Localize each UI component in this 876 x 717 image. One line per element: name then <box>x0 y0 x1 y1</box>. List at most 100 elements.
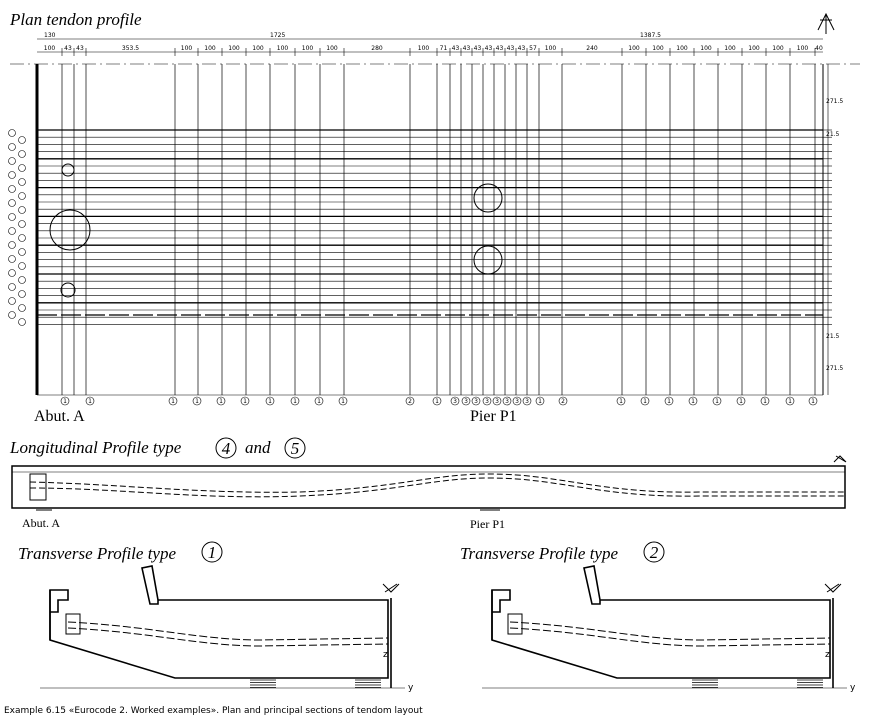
tendon-marker <box>8 213 16 221</box>
label-circle <box>60 396 70 406</box>
tendon-label: 1 <box>763 398 767 405</box>
label: Pier P1 <box>470 517 505 531</box>
tendon-label: 1 <box>88 398 92 405</box>
dim: 71 <box>440 45 448 52</box>
tendon-label: 3 <box>485 398 489 405</box>
tendon-marker <box>18 164 26 172</box>
tendon-marker <box>18 248 26 256</box>
tendon-label: 1 <box>691 398 695 405</box>
north-arrow <box>824 583 842 593</box>
transverse-sections: Transverse Profile type 1 z y Transverse Pro… <box>18 541 856 693</box>
plan-lines <box>8 64 832 395</box>
tendon-label: 1 <box>341 398 345 405</box>
tendon-label: 1 <box>667 398 671 405</box>
dim: 100 <box>700 45 712 52</box>
joiner: and <box>245 438 271 457</box>
tendon-label: 1 <box>195 398 199 405</box>
tendon-marker <box>8 227 16 235</box>
tendon-label: 3 <box>474 398 478 405</box>
dim: 1387.5 <box>640 32 661 39</box>
dim: 100 <box>181 45 193 52</box>
tendon <box>509 627 831 647</box>
circle <box>201 541 223 563</box>
tendon-marker <box>8 129 16 137</box>
segment-dims: 100 43 43 353.5 100 100 100 100 100 100 100 280 100 7… <box>44 45 823 56</box>
label-circle <box>192 396 202 406</box>
tendon-marker <box>8 171 16 179</box>
dim: 100 <box>228 45 240 52</box>
tendon-label: 3 <box>453 398 457 405</box>
anchor-detail <box>473 245 503 275</box>
label-circle <box>450 396 460 406</box>
tendon-marker <box>18 276 26 284</box>
tendon-label: 1 <box>63 398 67 405</box>
dim: 100 <box>748 45 760 52</box>
tendon <box>509 621 831 641</box>
tendon-label: 1 <box>268 398 272 405</box>
tendon-label: 3 <box>464 398 468 405</box>
label-circle <box>240 396 250 406</box>
tendon-label: 1 <box>715 398 719 405</box>
tendon-label: 1 <box>788 398 792 405</box>
north-arrow <box>833 455 847 463</box>
tendon-label: 1 <box>619 398 623 405</box>
dim: 57 <box>529 45 537 52</box>
tendon-marker <box>8 269 16 277</box>
tendon-label: 1 <box>243 398 247 405</box>
outline <box>49 565 389 679</box>
dim: 100 <box>772 45 784 52</box>
label-circle <box>482 396 492 406</box>
dim: 100 <box>797 45 809 52</box>
dim: 100 <box>545 45 557 52</box>
anchor <box>29 473 47 501</box>
label-circle <box>712 396 722 406</box>
circle <box>643 541 665 563</box>
label-circle <box>736 396 746 406</box>
tendon-label: 1 <box>171 398 175 405</box>
axis-label: y <box>850 683 856 693</box>
dim: 100 <box>652 45 664 52</box>
tendon-marker <box>8 311 16 319</box>
tendon-marker <box>18 318 26 326</box>
anchor-detail <box>61 163 75 177</box>
tendon-marker <box>8 143 16 151</box>
label-circle <box>405 396 415 406</box>
label-circle <box>535 396 545 406</box>
tendon-marker <box>18 150 26 158</box>
title: Plan tendon profile <box>9 10 142 29</box>
label-circle <box>338 396 348 406</box>
circle <box>284 437 306 459</box>
section-title: Transverse Profile type <box>460 544 618 563</box>
tendon-label: 1 <box>643 398 647 405</box>
dim: 43 <box>496 45 504 52</box>
tendon-marker <box>8 241 16 249</box>
tendon-marker <box>18 136 26 144</box>
label-circle <box>808 396 818 406</box>
tendon-label: 3 <box>495 398 499 405</box>
tendon-label: 3 <box>515 398 519 405</box>
tendon-label: 1 <box>317 398 321 405</box>
tendon-label: 3 <box>525 398 529 405</box>
label-circle <box>616 396 626 406</box>
label-circle <box>558 396 568 406</box>
axis-label: z <box>383 650 388 660</box>
tendon <box>29 477 845 498</box>
dim: 100 <box>676 45 688 52</box>
tendon <box>67 621 389 641</box>
dim: 1725 <box>270 32 285 39</box>
tendon-label: 1 <box>739 398 743 405</box>
axis-label: z <box>825 650 830 660</box>
tendon-label: 1 <box>293 398 297 405</box>
tendon-marker <box>8 297 16 305</box>
tendon-marker <box>8 199 16 207</box>
side-dim: 21.5 <box>826 333 840 340</box>
dim: 43 <box>64 45 72 52</box>
label-circle <box>640 396 650 406</box>
tendon-marker <box>18 262 26 270</box>
label-circle <box>265 396 275 406</box>
tendon-marker <box>18 290 26 298</box>
dim: 130 <box>44 32 56 39</box>
tendon-marker <box>8 185 16 193</box>
dim: 43 <box>463 45 471 52</box>
dim: 100 <box>724 45 736 52</box>
